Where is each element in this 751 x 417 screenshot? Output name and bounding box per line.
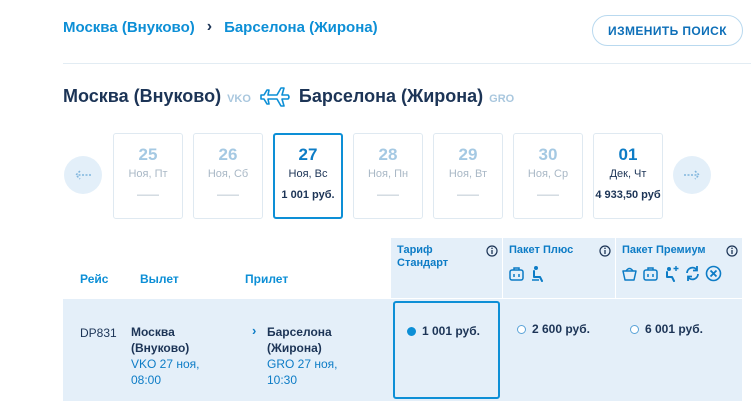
radio-selected[interactable]: [407, 326, 416, 336]
tariff-header-plus: Пакет Плюс: [503, 238, 615, 298]
info-icon[interactable]: [486, 245, 498, 257]
date-day: 01: [618, 145, 638, 164]
date-weekday: Ноя, Пт: [128, 168, 168, 180]
date-weekday: Ноя, Сб: [207, 168, 249, 180]
date-card[interactable]: 30 Ноя, Ср ——: [513, 133, 583, 219]
flight-number: DP831: [80, 326, 117, 340]
departure-airport-name: (Внуково): [131, 341, 190, 355]
fare-option: 2 600 руб.: [517, 322, 590, 336]
carry-on-bag-icon: [622, 267, 637, 281]
tariff-name: Тариф Стандарт: [397, 244, 449, 269]
date-price: ——: [457, 189, 479, 201]
info-icon[interactable]: [599, 245, 611, 257]
date-price: ——: [137, 189, 159, 201]
table-row: DP831 Москва (Внуково) VKO 27 ноя, 08:00…: [63, 299, 742, 401]
date-day: 27: [298, 145, 318, 164]
breadcrumb-to[interactable]: Барселона (Жирона): [224, 18, 378, 36]
refund-icon: [705, 265, 722, 282]
departure-info: Москва (Внуково) VKO 27 ноя, 08:00: [131, 324, 200, 388]
next-dates-button[interactable]: [673, 156, 711, 194]
header-divider: [63, 63, 751, 64]
tariff-header-standard: Тариф Стандарт: [391, 238, 502, 298]
fare-price: 1 001 руб.: [422, 324, 480, 338]
route-from-city: Москва (Внуково): [63, 86, 222, 106]
column-header-arrival: Прилет: [245, 272, 289, 286]
fare-premium[interactable]: 6 001 руб.: [616, 299, 742, 401]
date-weekday: Ноя, Вс: [288, 168, 328, 180]
prev-dates-button[interactable]: [64, 156, 102, 194]
route-to-city: Барселона (Жирона): [298, 86, 484, 106]
tariff-name: Пакет Плюс: [509, 244, 574, 256]
route-from-code: VKO: [227, 93, 251, 105]
date-weekday: Ноя, Пн: [367, 168, 409, 180]
date-day: 30: [538, 145, 558, 164]
tariff-name: Пакет Премиум: [622, 244, 706, 256]
baggage-icon: [509, 267, 524, 281]
column-header-departure: Вылет: [140, 272, 179, 286]
fare-standard[interactable]: 1 001 руб.: [391, 299, 502, 401]
perk-icons: [621, 265, 722, 282]
arrival-airport-name: (Жирона): [267, 341, 322, 355]
arrow-right-icon: [684, 170, 701, 180]
breadcrumb: Москва (Внуково) › Барселона (Жирона): [63, 18, 378, 36]
exchange-icon: [686, 266, 699, 281]
baggage-icon: [643, 267, 658, 281]
arrow-left-icon: [74, 170, 91, 180]
airplane-icon: [260, 87, 290, 107]
change-search-button[interactable]: ИЗМЕНИТЬ ПОИСК: [592, 15, 743, 46]
info-icon[interactable]: [726, 245, 738, 257]
date-price: ——: [537, 189, 559, 201]
date-card[interactable]: 01 Дек, Чт 4 933,50 руб: [593, 133, 663, 219]
date-card[interactable]: 29 Ноя, Вт ——: [433, 133, 503, 219]
radio-unselected[interactable]: [517, 324, 526, 334]
breadcrumb-separator: ›: [206, 18, 213, 35]
seat-plus-icon: [666, 266, 679, 282]
fare-option: 1 001 руб.: [407, 324, 480, 338]
tariff-header-premium: Пакет Премиум: [616, 238, 742, 298]
arrival-time: GRO 27 ноя,: [267, 357, 338, 371]
departure-time: 08:00: [131, 373, 162, 387]
date-price: ——: [377, 189, 399, 201]
fare-price: 2 600 руб.: [532, 322, 590, 336]
date-day: 29: [458, 145, 478, 164]
date-card[interactable]: 26 Ноя, Сб ——: [193, 133, 263, 219]
fare-plus[interactable]: 2 600 руб.: [503, 299, 615, 401]
fare-option: 6 001 руб.: [630, 322, 703, 336]
fare-price: 6 001 руб.: [645, 322, 703, 336]
date-day: 25: [138, 145, 158, 164]
perk-icons: [508, 265, 546, 282]
departure-time: VKO 27 ноя,: [131, 357, 200, 371]
arrival-info: Барселона (Жирона) GRO 27 ноя, 10:30: [267, 324, 337, 388]
arrival-time: 10:30: [267, 373, 298, 387]
fare-selected-box: 1 001 руб.: [393, 301, 500, 399]
date-price: 1 001 руб.: [281, 189, 335, 201]
date-card[interactable]: 25 Ноя, Пт ——: [113, 133, 183, 219]
column-header-flight: Рейс: [80, 272, 109, 286]
route-to-code: GRO: [489, 93, 515, 105]
chevron-right-icon: ›: [252, 323, 257, 338]
arrival-airport-name: Барселона: [267, 325, 332, 339]
seat-icon: [532, 266, 543, 282]
radio-unselected[interactable]: [630, 324, 639, 334]
date-price: ——: [217, 189, 239, 201]
departure-airport-name: Москва: [131, 325, 175, 339]
date-card-selected[interactable]: 27 Ноя, Вс 1 001 руб.: [273, 133, 343, 219]
date-day: 28: [378, 145, 398, 164]
date-day: 26: [218, 145, 238, 164]
date-weekday: Ноя, Ср: [527, 168, 569, 180]
date-weekday: Ноя, Вт: [448, 168, 488, 180]
route-title: Москва (Внуково) VKO Барселона (Жирона) …: [63, 86, 514, 108]
date-card[interactable]: 28 Ноя, Пн ——: [353, 133, 423, 219]
breadcrumb-from[interactable]: Москва (Внуково): [63, 18, 195, 36]
date-price: 4 933,50 руб: [595, 189, 661, 201]
date-weekday: Дек, Чт: [609, 168, 647, 180]
